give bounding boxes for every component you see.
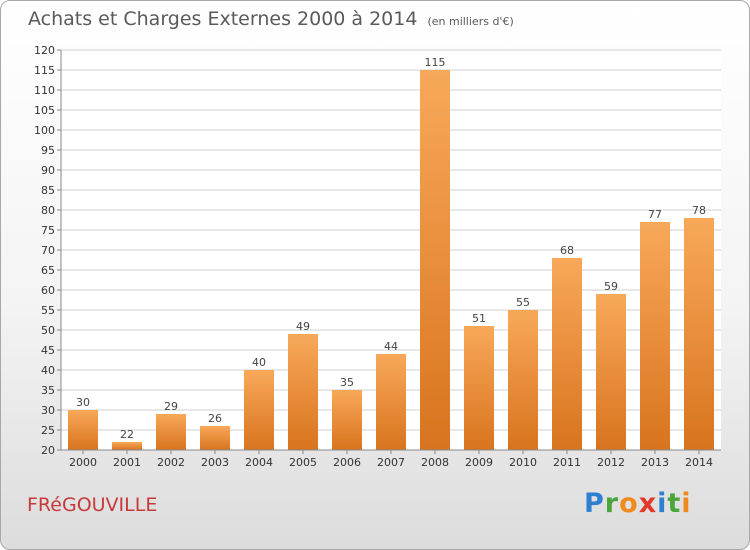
x-tick-label-2013: 2013 <box>641 456 669 469</box>
y-tick-label: 75 <box>41 224 55 237</box>
y-tick-label: 120 <box>34 44 55 57</box>
y-tick-label: 80 <box>41 204 55 217</box>
y-tick-label: 60 <box>41 284 55 297</box>
x-tick-label-2005: 2005 <box>289 456 317 469</box>
y-tick-label: 25 <box>41 424 55 437</box>
y-tick-label: 45 <box>41 344 55 357</box>
data-label-2001: 22 <box>120 428 134 441</box>
y-tick-label: 105 <box>34 104 55 117</box>
bar-2014 <box>684 218 714 450</box>
bars: 30 22 29 26 40 49 35 44 115 51 55 68 59 77 78 <box>68 56 714 450</box>
y-tick-label: 35 <box>41 384 55 397</box>
logo-letter: i <box>681 488 692 519</box>
bar-2013 <box>640 222 670 450</box>
y-tick-label: 55 <box>41 304 55 317</box>
data-label-2009: 51 <box>472 312 486 325</box>
bar-2003 <box>200 426 230 450</box>
y-tick-label: 85 <box>41 184 55 197</box>
logo-letter: r <box>604 488 620 519</box>
x-tick-label-2001: 2001 <box>113 456 141 469</box>
data-label-2000: 30 <box>76 396 90 409</box>
x-tick-label-2002: 2002 <box>157 456 185 469</box>
data-label-2014: 78 <box>692 204 706 217</box>
x-axis: 2000 2001 2002 2003 2004 2005 2006 2007 2008 2009… <box>69 450 713 469</box>
y-tick-label: 110 <box>34 84 55 97</box>
bar-2012 <box>596 294 626 450</box>
data-label-2012: 59 <box>604 280 618 293</box>
bar-2011 <box>552 258 582 450</box>
x-tick-label-2000: 2000 <box>69 456 97 469</box>
x-tick-label-2003: 2003 <box>201 456 229 469</box>
data-label-2013: 77 <box>648 208 662 221</box>
data-label-2003: 26 <box>208 412 222 425</box>
x-tick-label-2011: 2011 <box>553 456 581 469</box>
chart-title-text: Achats et Charges Externes 2000 à 2014 <box>28 8 418 30</box>
bar-2001 <box>112 442 142 450</box>
bar-2007 <box>376 354 406 450</box>
bar-2002 <box>156 414 186 450</box>
data-label-2004: 40 <box>252 356 266 369</box>
logo-letter: t <box>667 488 682 519</box>
logo-letter: i <box>657 488 668 519</box>
data-label-2007: 44 <box>384 340 398 353</box>
logo-letter: x <box>638 488 658 519</box>
x-tick-label-2006: 2006 <box>333 456 361 469</box>
x-tick-label-2009: 2009 <box>465 456 493 469</box>
data-label-2005: 49 <box>296 320 310 333</box>
y-tick-label: 40 <box>41 364 55 377</box>
logo-letter: o <box>619 488 639 519</box>
bar-2008 <box>420 70 450 450</box>
y-tick-label: 90 <box>41 164 55 177</box>
bar-2010 <box>508 310 538 450</box>
bar-2005 <box>288 334 318 450</box>
data-label-2010: 55 <box>516 296 530 309</box>
x-tick-label-2004: 2004 <box>245 456 273 469</box>
data-label-2011: 68 <box>560 244 574 257</box>
data-label-2002: 29 <box>164 400 178 413</box>
y-tick-label: 20 <box>41 444 55 457</box>
commune-name: FRéGOUVILLE <box>27 494 158 516</box>
y-tick-label: 70 <box>41 244 55 257</box>
y-tick-label: 100 <box>34 124 55 137</box>
y-tick-label: 50 <box>41 324 55 337</box>
proxiti-logo: Proxiti <box>584 488 692 519</box>
x-tick-label-2007: 2007 <box>377 456 405 469</box>
y-tick-label: 30 <box>41 404 55 417</box>
y-tick-label: 65 <box>41 264 55 277</box>
bar-2000 <box>68 410 98 450</box>
x-tick-label-2008: 2008 <box>421 456 449 469</box>
data-label-2006: 35 <box>340 376 354 389</box>
chart-subtitle: (en milliers d'€) <box>427 15 514 28</box>
bar-2004 <box>244 370 274 450</box>
y-tick-label: 95 <box>41 144 55 157</box>
bar-2006 <box>332 390 362 450</box>
bar-2009 <box>464 326 494 450</box>
x-tick-label-2014: 2014 <box>685 456 713 469</box>
data-label-2008: 115 <box>425 56 446 69</box>
x-tick-label-2012: 2012 <box>597 456 625 469</box>
chart-title: Achats et Charges Externes 2000 à 2014 (e… <box>28 8 514 30</box>
y-axis: 20 25 30 35 40 45 50 55 60 65 70 75 80 85 90 95 100 105 11… <box>34 44 61 457</box>
y-tick-label: 115 <box>34 64 55 77</box>
x-tick-label-2010: 2010 <box>509 456 537 469</box>
logo-letter: P <box>584 488 605 519</box>
